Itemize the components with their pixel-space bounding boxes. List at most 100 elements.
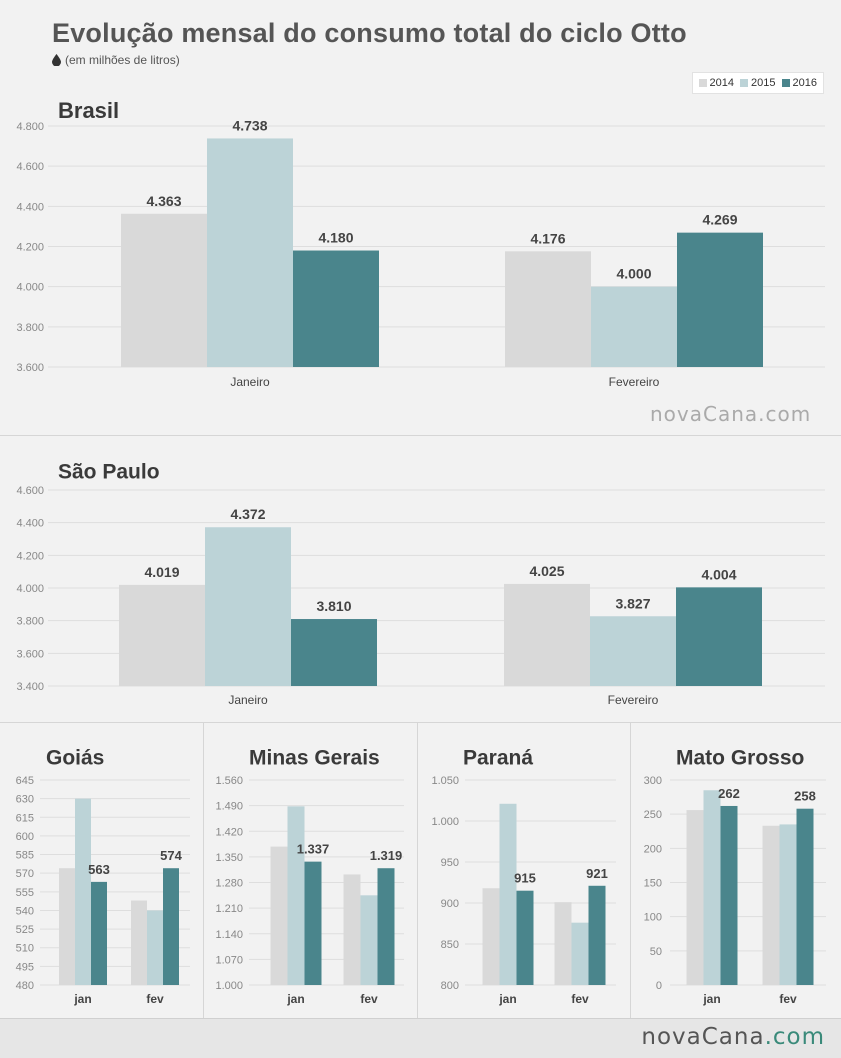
y-tick-label: 1.070 [215,954,243,966]
data-label: 4.180 [318,230,353,246]
y-tick-label: 800 [441,980,459,992]
y-tick-label: 100 [644,912,662,924]
x-category-label: Fevereiro [608,693,659,707]
y-tick-label: 1.420 [215,826,243,838]
legend-label-2016: 2016 [792,77,817,89]
data-label: 4.176 [530,230,565,246]
y-tick-label: 150 [644,878,662,890]
data-label: 915 [514,871,536,886]
divider-state-2 [417,722,418,1018]
bar-2015-jan [499,803,517,985]
data-label: 3.810 [316,598,351,614]
legend-label-2014: 2014 [709,77,735,89]
x-category-label: fev [571,992,589,1006]
data-label: 3.827 [615,595,650,611]
data-label: 4.269 [702,212,737,228]
data-label: 4.004 [701,566,736,582]
bar-2014-fev [131,900,147,985]
bar-2016-jan [304,861,322,985]
y-tick-label: 600 [16,831,34,843]
y-tick-label: 4.000 [16,583,44,595]
y-tick-label: 570 [16,868,34,880]
data-label: 4.025 [529,563,564,579]
x-category-label: fev [146,992,164,1006]
x-category-label: Fevereiro [609,375,660,389]
y-tick-label: 1.210 [215,903,243,915]
x-category-label: fev [779,992,797,1006]
bar-2016-fev [377,868,395,985]
footer-logo-name: novaCana [641,1024,765,1050]
bar-2015-jan [75,798,91,985]
bar-2014-jan [686,810,704,985]
y-tick-label: 50 [650,946,662,958]
y-tick-label: 630 [16,794,34,806]
x-category-label: jan [73,992,91,1006]
y-tick-label: 1.050 [431,775,459,787]
y-tick-label: 900 [441,898,459,910]
bar-2014-fev [762,825,780,985]
chart-title: São Paulo [58,461,160,484]
x-category-label: Janeiro [230,375,270,389]
bar-2015-fev [360,895,378,985]
divider-state-1 [203,722,204,1018]
bar-2016-Janeiro [291,619,377,686]
data-label: 1.319 [370,848,403,863]
y-tick-label: 850 [441,939,459,951]
y-tick-label: 3.800 [16,616,44,628]
chart-title: Brasil [58,98,119,123]
y-tick-label: 585 [16,850,34,862]
legend-item-2016: 2016 [781,77,817,89]
y-tick-label: 1.350 [215,852,243,864]
footer-logo-domain: .com [764,1024,825,1050]
bar-2016-jan [516,890,534,985]
x-category-label: Janeiro [228,693,268,707]
y-tick-label: 950 [441,857,459,869]
data-label: 1.337 [297,842,330,857]
bar-2014-Janeiro [121,213,207,367]
data-label: 4.738 [232,117,267,133]
x-category-label: jan [286,992,304,1006]
y-tick-label: 3.600 [16,362,44,374]
page-subtitle: (em milhões de litros) [52,53,180,67]
page-title: Evolução mensal do consumo total do cicl… [52,18,687,48]
footer-logo: novaCana.com [641,1024,825,1050]
y-tick-label: 615 [16,812,34,824]
y-tick-label: 4.200 [16,242,44,254]
bar-2015-Fevereiro [591,286,677,367]
y-tick-label: 300 [644,775,662,787]
data-label: 4.019 [144,564,179,580]
divider-state-3 [630,722,631,1018]
chart-title: Minas Gerais [249,747,380,770]
chart-minas-gerais: Minas Gerais 1.000 1.070 1.140 1.210 1.280 1.3… [215,747,404,1006]
bar-2015-jan [287,806,305,985]
legend-item-2014: 2014 [698,77,735,89]
y-tick-label: 4.800 [16,121,44,133]
y-tick-label: 1.560 [215,775,243,787]
y-tick-label: 495 [16,961,34,973]
chart-title: Paraná [463,747,533,770]
y-tick-label: 1.000 [431,816,459,828]
bar-2015-fev [147,910,163,985]
bar-2014-Fevereiro [505,251,591,367]
data-label: 262 [718,786,740,801]
bar-2014-Fevereiro [504,583,590,686]
y-tick-label: 4.600 [16,161,44,173]
y-tick-label: 0 [656,980,662,992]
y-tick-label: 3.400 [16,681,44,693]
bar-2016-fev [163,868,179,985]
bar-2016-Fevereiro [676,587,762,686]
y-tick-label: 645 [16,775,34,787]
x-category-label: fev [360,992,378,1006]
bar-2014-Janeiro [119,584,205,686]
chart-mato-grosso: Mato Grosso 0 50 100 150 200 250 300 262 jan 258 fe… [644,747,826,1006]
data-label: 4.363 [146,193,181,209]
data-label: 921 [586,866,608,881]
bar-2016-Janeiro [293,250,379,367]
bar-2014-fev [343,874,361,985]
watermark-logo: novaCana.com [650,402,812,426]
y-tick-label: 510 [16,943,34,955]
bar-2016-fev [588,885,606,985]
bar-2016-fev [796,808,814,985]
data-label: 563 [88,862,110,877]
y-tick-label: 1.000 [215,980,243,992]
